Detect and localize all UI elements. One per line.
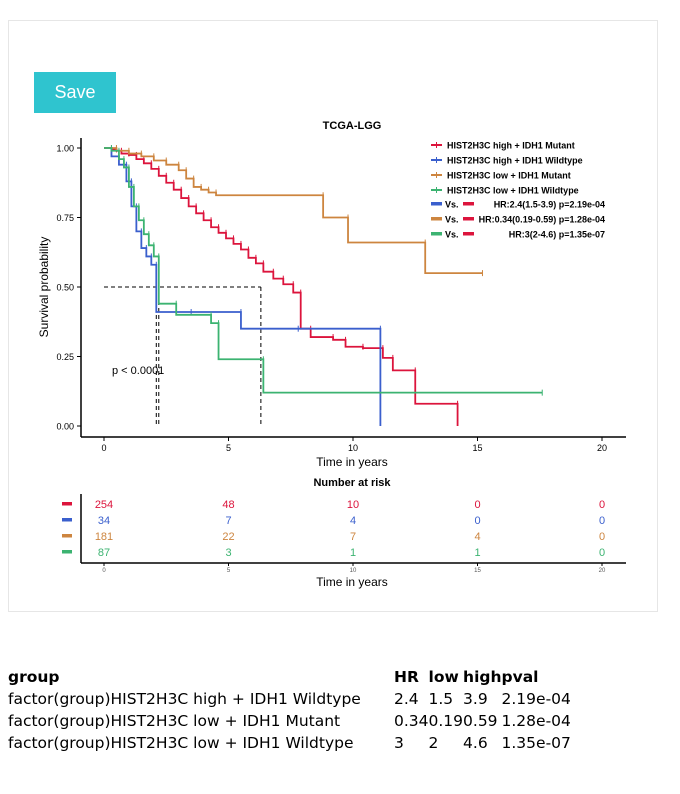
stats-header-row: group HR low high pval	[8, 666, 571, 688]
km-axes: 0.00 0.25 0.50 0.75 1.00 0 5 10 15 20	[56, 138, 626, 453]
y-tick-label: 0.50	[56, 283, 74, 293]
save-button[interactable]: Save	[34, 72, 116, 113]
risk-count: 0	[474, 499, 480, 511]
risk-x-tick-label: 20	[599, 568, 606, 574]
hr-ref-swatch	[463, 202, 474, 206]
stats-table: group HR low high pval factor(group)HIST…	[8, 666, 571, 754]
stats-cell-high: 0.59	[463, 712, 498, 730]
risk-row-swatch	[62, 518, 72, 522]
y-tick-label: 1.00	[56, 144, 74, 154]
hr-label: HR:3(2-4.6) p=1.35e-07	[509, 230, 605, 240]
survival-curve-2	[104, 147, 483, 274]
risk-count: 254	[95, 499, 113, 511]
hr-vs-label: Vs.	[445, 215, 459, 225]
stats-cell-hr: 2.4	[394, 690, 419, 708]
stats-cell-group: factor(group)HIST2H3C high + IDH1 Wildty…	[8, 690, 361, 708]
hr-swatch	[431, 217, 442, 221]
stats-cell-low: 2	[428, 734, 439, 752]
legend-label: HIST2H3C low + IDH1 Mutant	[447, 171, 571, 181]
km-curves	[104, 145, 543, 426]
hr-ref-swatch	[463, 232, 474, 236]
risk-x-tick-label: 0	[102, 568, 106, 574]
figure-panel	[8, 20, 658, 612]
stats-cell-group: factor(group)HIST2H3C low + IDH1 Mutant	[8, 712, 341, 730]
risk-table-title: Number at risk	[313, 477, 391, 489]
risk-count: 0	[599, 515, 605, 527]
legend-label: HIST2H3C high + IDH1 Wildtype	[447, 156, 583, 166]
stats-cell-pval: 1.28e-04	[501, 712, 571, 730]
hr-swatch	[431, 202, 442, 206]
stats-cell-low: 1.5	[428, 690, 454, 708]
stats-header-high: high	[463, 668, 502, 686]
risk-count: 7	[350, 531, 356, 543]
risk-count: 0	[599, 531, 605, 543]
risk-count: 0	[599, 499, 605, 511]
risk-count: 4	[474, 531, 480, 543]
risk-x-tick-label: 15	[474, 568, 481, 574]
stats-cell-hr: 3	[394, 734, 404, 752]
stats-row: factor(group)HIST2H3C low + IDH1 Mutant …	[8, 710, 571, 732]
survival-curve-3	[104, 147, 543, 394]
x-tick-label: 5	[226, 443, 231, 453]
hr-label: HR:2.4(1.5-3.9) p=2.19e-04	[494, 200, 605, 210]
hr-swatch	[431, 232, 442, 236]
stats-cell-pval: 1.35e-07	[501, 734, 571, 752]
x-axis-label: Time in years	[316, 455, 388, 469]
risk-row-swatch	[62, 550, 72, 554]
km-legend: HIST2H3C high + IDH1 Mutant HIST2H3C high…	[431, 141, 605, 240]
stats-cell-low: 0.19	[428, 712, 464, 730]
hr-vs-label: Vs.	[445, 200, 459, 210]
stats-cell-hr: 0.34	[394, 712, 429, 730]
x-tick-label: 20	[597, 443, 607, 453]
y-tick-label: 0.25	[56, 352, 74, 362]
hr-label: HR:0.34(0.19-0.59) p=1.28e-04	[479, 215, 605, 225]
risk-count: 48	[222, 499, 234, 511]
risk-count: 34	[98, 515, 110, 527]
stats-header-pval: pval	[501, 668, 539, 686]
stats-row: factor(group)HIST2H3C low + IDH1 Wildtyp…	[8, 732, 571, 754]
y-tick-label: 0.00	[56, 422, 74, 432]
legend-label: HIST2H3C low + IDH1 Wildtype	[447, 186, 579, 196]
stats-row: factor(group)HIST2H3C high + IDH1 Wildty…	[8, 688, 571, 710]
stats-cell-pval: 2.19e-04	[501, 690, 571, 708]
risk-x-tick-label: 5	[227, 568, 231, 574]
survival-curve-1	[104, 147, 382, 426]
stats-header-group: group	[8, 668, 60, 686]
y-tick-label: 0.75	[56, 213, 74, 223]
hr-vs-label: Vs.	[445, 230, 459, 240]
x-tick-label: 0	[101, 443, 106, 453]
risk-count: 181	[95, 531, 113, 543]
stats-header-hr: HR	[394, 668, 419, 686]
y-axis-label: Survival probability	[37, 237, 51, 338]
stats-header-low: low	[428, 668, 459, 686]
x-tick-label: 15	[472, 443, 482, 453]
risk-count: 0	[474, 515, 480, 527]
stats-cell-high: 4.6	[463, 734, 488, 752]
survival-chart: TCGA-LGG 0.000.250.500.751.000 5 10 15 20 HI…	[37, 120, 626, 589]
risk-count: 7	[225, 515, 231, 527]
x-tick-label: 10	[348, 443, 358, 453]
risk-count: 4	[350, 515, 356, 527]
stats-cell-group: factor(group)HIST2H3C low + IDH1 Wildtyp…	[8, 734, 354, 752]
risk-row-swatch	[62, 534, 72, 538]
risk-count: 3	[225, 547, 231, 559]
risk-count: 87	[98, 547, 110, 559]
risk-count: 1	[350, 547, 356, 559]
risk-count: 10	[347, 499, 359, 511]
risk-count: 22	[222, 531, 234, 543]
risk-row-swatch	[62, 502, 72, 506]
risk-x-tick-label: 10	[350, 568, 357, 574]
p-value-label: p < 0.0001	[112, 365, 164, 377]
risk-x-axis-label: Time in years	[316, 575, 388, 589]
risk-count: 0	[599, 547, 605, 559]
legend-label: HIST2H3C high + IDH1 Mutant	[447, 141, 575, 151]
chart-title: TCGA-LGG	[323, 120, 382, 132]
risk-count: 1	[474, 547, 480, 559]
hr-ref-swatch	[463, 217, 474, 221]
stats-cell-high: 3.9	[463, 690, 488, 708]
